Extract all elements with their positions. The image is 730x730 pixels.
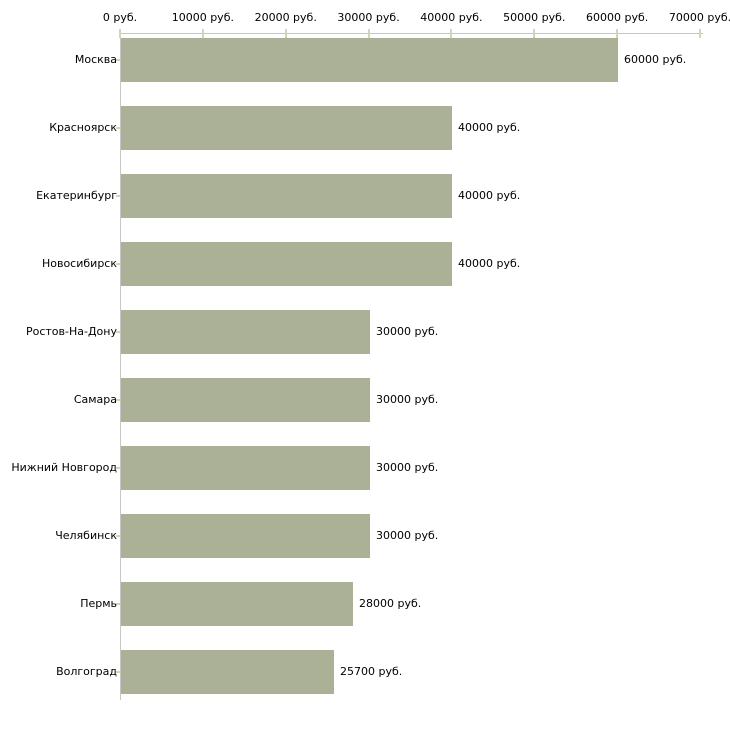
bar-value-label: 40000 руб. <box>458 257 521 270</box>
bar <box>121 514 370 558</box>
bar-value-label: 25700 руб. <box>340 665 403 678</box>
x-axis-tick-mark <box>533 29 536 38</box>
category-label: Москва <box>74 53 117 66</box>
x-axis-tick-label: 50000 руб. <box>503 11 566 24</box>
y-axis-line <box>120 33 121 700</box>
category-tick-mark <box>116 671 120 673</box>
bar <box>121 106 452 150</box>
x-axis-tick-mark <box>450 29 453 38</box>
bar <box>121 582 353 626</box>
bar-value-label: 40000 руб. <box>458 189 521 202</box>
category-label: Самара <box>73 393 117 406</box>
x-axis-tick-label: 0 руб. <box>102 11 138 24</box>
x-axis-tick-mark <box>367 29 370 38</box>
bar-value-label: 30000 руб. <box>376 461 439 474</box>
category-tick-mark <box>116 331 120 333</box>
x-axis-tick-mark <box>119 29 121 38</box>
bar-value-label: 60000 руб. <box>624 53 687 66</box>
x-axis-tick-label: 60000 руб. <box>586 11 649 24</box>
bar-value-label: 30000 руб. <box>376 529 439 542</box>
bar-value-label: 28000 руб. <box>359 597 422 610</box>
category-label: Пермь <box>80 597 117 610</box>
category-tick-mark <box>116 195 120 197</box>
x-axis-tick-mark <box>699 29 701 38</box>
category-label: Волгоград <box>56 665 117 678</box>
bar <box>121 310 370 354</box>
bar <box>121 174 452 218</box>
category-label: Новосибирск <box>41 257 117 270</box>
category-label: Красноярск <box>49 121 117 134</box>
x-axis-tick-label: 30000 руб. <box>337 11 400 24</box>
bar <box>121 38 618 82</box>
bar <box>121 378 370 422</box>
category-tick-mark <box>116 127 120 129</box>
bar-value-label: 30000 руб. <box>376 325 439 338</box>
x-axis-tick-mark <box>616 29 619 38</box>
x-axis-tick-mark <box>201 29 204 38</box>
bar-value-label: 40000 руб. <box>458 121 521 134</box>
category-tick-mark <box>116 603 120 605</box>
category-tick-mark <box>116 59 120 61</box>
category-label: Челябинск <box>55 529 117 542</box>
category-tick-mark <box>116 535 120 537</box>
x-axis-line <box>120 33 703 34</box>
category-tick-mark <box>116 399 120 401</box>
category-tick-mark <box>116 467 120 469</box>
x-axis-tick-label: 70000 руб. <box>668 11 730 24</box>
category-label: Екатеринбург <box>36 189 117 202</box>
bar <box>121 446 370 490</box>
bar <box>121 650 334 694</box>
x-axis-tick-label: 10000 руб. <box>171 11 234 24</box>
category-label: Ростов-На-Дону <box>25 325 117 338</box>
bar-value-label: 30000 руб. <box>376 393 439 406</box>
x-axis-tick-label: 20000 руб. <box>254 11 317 24</box>
x-axis-tick-label: 40000 руб. <box>420 11 483 24</box>
x-axis-tick-mark <box>284 29 287 38</box>
bar <box>121 242 452 286</box>
category-label: Нижний Новгород <box>11 461 117 474</box>
category-tick-mark <box>116 263 120 265</box>
